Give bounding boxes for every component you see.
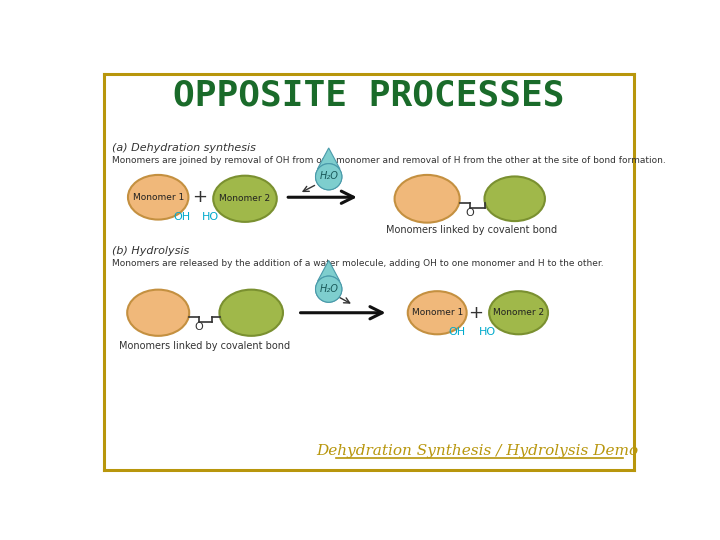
Text: Dehydration Synthesis / Hydrolysis Demo: Dehydration Synthesis / Hydrolysis Demo [316,444,639,458]
Text: OH: OH [449,327,466,337]
Ellipse shape [489,291,548,334]
Text: Monomers are released by the addition of a water molecule, adding OH to one mono: Monomers are released by the addition of… [112,259,603,268]
Text: Monomer 1: Monomer 1 [132,193,184,202]
Text: H₂O: H₂O [319,172,338,181]
Text: Monomers linked by covalent bond: Monomers linked by covalent bond [119,341,290,351]
Ellipse shape [395,175,459,222]
Text: HO: HO [202,212,219,222]
Text: O: O [465,208,474,218]
Ellipse shape [127,289,189,336]
Ellipse shape [408,291,467,334]
Ellipse shape [128,175,189,220]
Polygon shape [318,148,340,169]
Circle shape [315,164,342,190]
Text: (a) Dehydration synthesis: (a) Dehydration synthesis [112,143,256,153]
Circle shape [315,164,342,190]
Text: Monomer 2: Monomer 2 [493,308,544,317]
Text: +: + [192,188,207,206]
Circle shape [315,276,342,302]
Text: Monomer 2: Monomer 2 [220,194,271,203]
Text: (b) Hydrolysis: (b) Hydrolysis [112,246,189,256]
Text: Monomers are joined by removal of OH from one monomer and removal of H from the : Monomers are joined by removal of OH fro… [112,156,665,165]
Ellipse shape [485,177,545,221]
Text: OPPOSITE PROCESSES: OPPOSITE PROCESSES [174,79,564,113]
Text: OH: OH [173,212,190,222]
Text: Monomers linked by covalent bond: Monomers linked by covalent bond [386,225,557,234]
Text: HO: HO [479,327,496,337]
Circle shape [315,276,342,302]
Text: +: + [468,303,482,322]
Text: Monomer 1: Monomer 1 [412,308,463,317]
Polygon shape [318,260,340,281]
Ellipse shape [213,176,276,222]
Text: H₂O: H₂O [319,284,338,294]
Text: O: O [194,322,203,332]
Ellipse shape [220,289,283,336]
